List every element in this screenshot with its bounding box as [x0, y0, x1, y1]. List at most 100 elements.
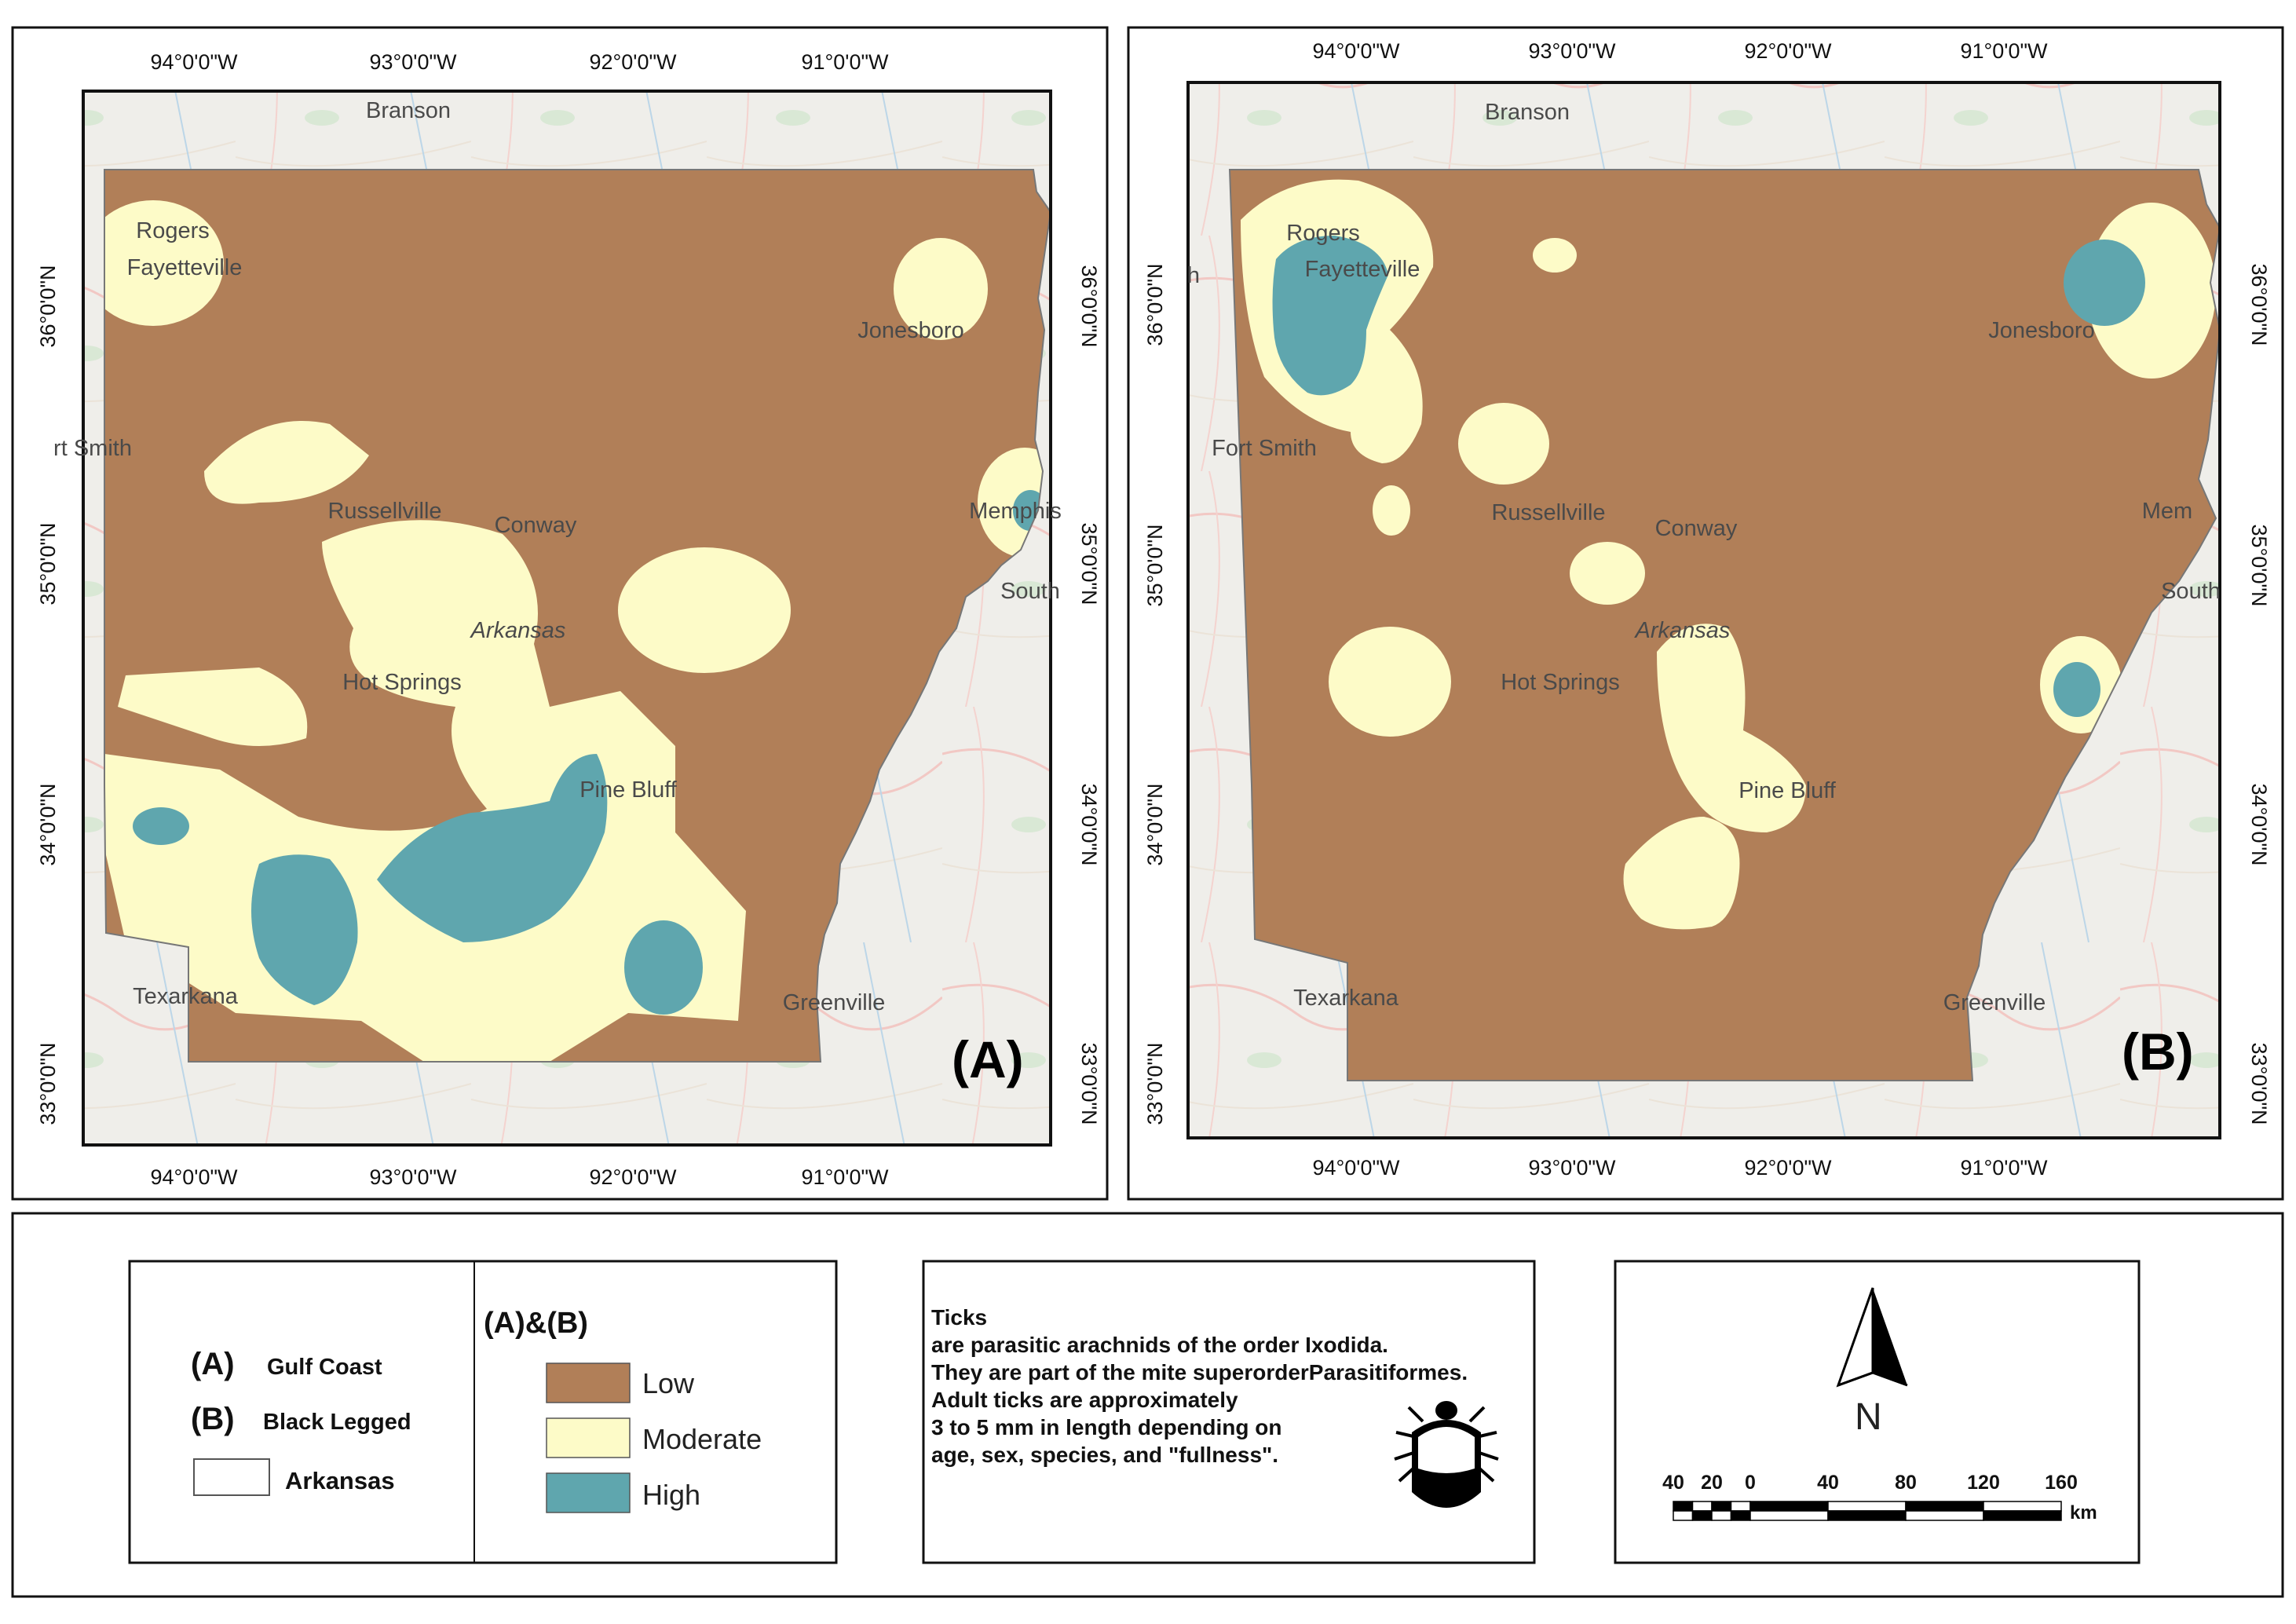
tick-icon — [1394, 1401, 1499, 1508]
map-b-lat-label-left: 36°0'0"N — [1143, 263, 1167, 346]
map-a-lat-label-right: 33°0'0"N — [1077, 1042, 1101, 1125]
map-b-city-label: Russellville — [1491, 500, 1605, 525]
map-b-lat-label-right: 34°0'0"N — [2247, 783, 2271, 865]
map-b-lat-label-right: 33°0'0"N — [2247, 1042, 2271, 1125]
north-arrow-label: N — [1855, 1396, 1882, 1438]
map-a-lat-label-right: 36°0'0"N — [1077, 265, 1101, 347]
map-b-lon-label-top: 93°0'0"W — [1528, 39, 1616, 63]
map-b-lat-label-left: 34°0'0"N — [1143, 783, 1167, 865]
legend-label-high: High — [642, 1479, 700, 1511]
map-a-high-zones — [133, 490, 1047, 1015]
map-a-lat-label-left: 35°0'0"N — [36, 522, 60, 605]
scale-bar-segment — [1711, 1501, 1732, 1512]
map-a-lon-label-top: 94°0'0"W — [150, 50, 238, 74]
map-b-city-label: Branson — [1485, 100, 1570, 125]
scale-bar-unit: km — [2070, 1502, 2097, 1523]
map-a-city-label: South — [1000, 579, 1060, 604]
map-a-lat-label-left: 36°0'0"N — [36, 265, 60, 347]
scale-bar-tick-label: 120 — [1967, 1472, 2000, 1494]
map-a-data-frame — [82, 90, 1052, 1147]
legend-box: (A) Gulf Coast (B) Black Legged Arkansas… — [128, 1260, 838, 1564]
legend-label-moderate: Moderate — [642, 1423, 762, 1455]
map-b-city-label: Fort Smith — [1212, 436, 1317, 461]
legend-swatch-low — [546, 1362, 631, 1403]
map-b: Branson Rogers Fayetteville Jonesboro Fort S… — [1143, 39, 2271, 1180]
info-line: Adult ticks are approximately — [931, 1388, 1238, 1412]
scale-bar-tick-label: 0 — [1745, 1472, 1756, 1494]
scale-bar-segment — [1691, 1501, 1713, 1512]
map-a-city-label: Hot Springs — [342, 670, 462, 695]
map-a-city-label: Pine Bluff — [579, 777, 678, 803]
map-a-lon-label-bottom: 91°0'0"W — [801, 1165, 889, 1189]
map-b-data-frame — [1186, 81, 2221, 1139]
map-b-city-label: Arkansas — [1634, 618, 1731, 643]
legend-swatch-moderate — [546, 1417, 631, 1458]
scale-bar-segment — [1749, 1510, 1829, 1521]
map-b-city-label: Hot Springs — [1501, 670, 1620, 695]
scale-bar-tick-label: 40 — [1817, 1472, 1839, 1494]
scale-bar-tick-label: 160 — [2045, 1472, 2078, 1494]
map-b-lon-label-bottom: 93°0'0"W — [1528, 1156, 1616, 1180]
map-a-city-label: Memphis — [969, 499, 1062, 524]
map-a-lat-label-left: 33°0'0"N — [36, 1042, 60, 1125]
map-b-city-label: Conway — [1655, 516, 1738, 541]
north-arrow-box: N 40 20 0 40 80 120 160 km — [1614, 1260, 2141, 1564]
info-line: They are part of the mite superorderPara… — [931, 1360, 1468, 1384]
map-b-lon-label-top: 94°0'0"W — [1312, 39, 1400, 63]
scale-bar-segment — [1905, 1501, 1984, 1512]
legend-species-b-key: (B) — [191, 1402, 235, 1436]
map-a-city-label: Arkansas — [470, 618, 566, 643]
scale-bar: 40 20 0 40 80 120 160 km — [1662, 1472, 2097, 1523]
scale-bar-segment — [1673, 1510, 1694, 1521]
map-a-lon-label-top: 91°0'0"W — [801, 50, 889, 74]
map-a-lon-label-bottom: 92°0'0"W — [589, 1165, 677, 1189]
map-a-tag: (A) — [952, 1030, 1024, 1088]
map-a-city-label: Jonesboro — [857, 318, 963, 343]
map-a-city-label: rt Smith — [53, 436, 132, 461]
map-b-lat-label-right: 36°0'0"N — [2247, 263, 2271, 346]
north-arrow-icon — [1836, 1287, 1908, 1388]
legend-swatch-high — [546, 1472, 631, 1513]
map-b-lon-label-top: 91°0'0"W — [1960, 39, 2048, 63]
info-box: Ticks are parasitic arachnids of the orde… — [922, 1260, 1536, 1564]
map-a-lat-label-right: 35°0'0"N — [1077, 522, 1101, 605]
map-a-lon-label-bottom: 94°0'0"W — [150, 1165, 238, 1189]
map-a-lat-label-right: 34°0'0"N — [1077, 783, 1101, 865]
scale-bar-segment — [1827, 1501, 1907, 1512]
map-b-high-zones — [1272, 236, 2145, 717]
map-a-city-label: Conway — [495, 513, 577, 538]
map-b-city-label: Rogers — [1286, 221, 1360, 246]
map-a-city-label: Texarkana — [133, 984, 239, 1009]
scale-bar-segment — [1983, 1501, 2062, 1512]
map-b-city-label: Jonesboro — [1988, 318, 2094, 343]
scale-bar-segment — [1711, 1510, 1732, 1521]
map-a-lon-label-top: 93°0'0"W — [369, 50, 457, 74]
scale-bar-tick-label: 20 — [1701, 1472, 1723, 1494]
scale-bar-segment — [1730, 1510, 1751, 1521]
map-a-city-label: Russellville — [327, 499, 441, 524]
legend-boundary-swatch — [193, 1458, 270, 1496]
map-b-city-label: Mem — [2142, 499, 2192, 524]
legend-label-low: Low — [642, 1367, 695, 1399]
map-b-city-label: Pine Bluff — [1738, 778, 1837, 803]
map-b-city-label: Texarkana — [1293, 986, 1399, 1011]
legend-species-b-name: Black Legged — [263, 1410, 411, 1435]
scale-bar-segment — [1730, 1501, 1751, 1512]
map-a-lat-label-left: 34°0'0"N — [36, 783, 60, 865]
map-a-city-label: Greenville — [783, 990, 886, 1015]
map-b-lon-label-bottom: 94°0'0"W — [1312, 1156, 1400, 1180]
map-b-tag: (B) — [2122, 1022, 2194, 1081]
legend-classes-title: (A)&(B) — [484, 1307, 588, 1340]
info-line: Ticks — [931, 1305, 987, 1330]
scale-bar-segment — [1749, 1501, 1829, 1512]
map-b-lat-label-right: 35°0'0"N — [2247, 524, 2271, 606]
map-b-city-label: h — [1187, 263, 1200, 288]
map-a-city-label: Fayetteville — [127, 255, 243, 280]
map-b-lat-label-left: 35°0'0"N — [1143, 524, 1167, 606]
scale-bar-tick-label: 80 — [1895, 1472, 1917, 1494]
info-line: are parasitic arachnids of the order Ixo… — [931, 1333, 1388, 1357]
map-b-lat-label-left: 33°0'0"N — [1143, 1042, 1167, 1125]
legend-species-a-key: (A) — [191, 1347, 235, 1381]
legend-boundary-label: Arkansas — [285, 1467, 395, 1494]
map-b-lon-label-top: 92°0'0"W — [1744, 39, 1832, 63]
